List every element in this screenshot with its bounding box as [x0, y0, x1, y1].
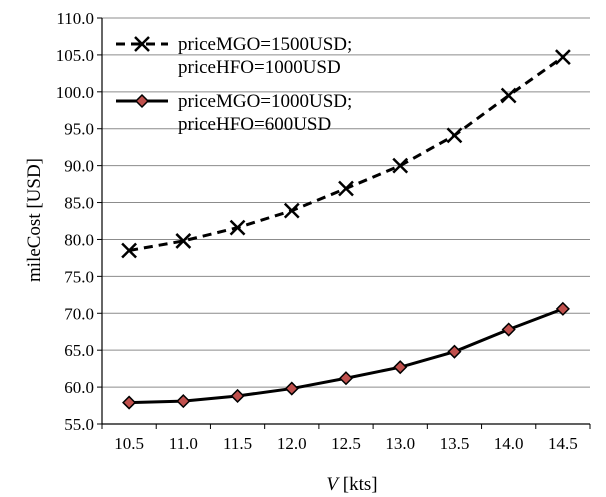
x-axis-unit: [kts]: [338, 474, 378, 495]
data-point: [338, 371, 354, 386]
data-point: [338, 180, 354, 197]
diamond-marker: [284, 381, 299, 396]
data-point: [121, 242, 137, 259]
data-point: [555, 49, 571, 66]
diamond-marker: [122, 395, 137, 410]
data-point: [446, 127, 463, 144]
legend-label-line1: priceMGO=1500USD;: [178, 34, 352, 55]
series-group: [121, 49, 571, 410]
y-tick-label: 90.0: [64, 157, 94, 176]
y-tick-labels: 55.0 60.0 65.0 70.0 75.0 80.0 85.0 90.0 95.0 100.…: [56, 9, 94, 434]
diamond-marker: [555, 301, 570, 316]
x-marker-stroke: [134, 36, 150, 52]
legend-label-line2: priceHFO=600USD: [178, 114, 331, 135]
legend-entry-1: priceMGO=1500USD;priceHFO=1000USD: [116, 34, 352, 78]
y-tick-label: 80.0: [64, 230, 94, 249]
diamond-marker: [393, 360, 408, 375]
grid-lines: [102, 17, 590, 425]
data-point: [501, 322, 516, 337]
data-point: [176, 394, 191, 409]
y-tick-label: 55.0: [64, 415, 94, 434]
y-tick-label: 100.0: [56, 83, 94, 102]
x-marker-stroke: [121, 242, 137, 259]
x-axis-title: V [kts]: [326, 474, 377, 495]
y-axis-title: mileCost [USD]: [24, 158, 45, 282]
data-point: [392, 157, 409, 174]
x-tick-label: 13.0: [385, 434, 415, 453]
x-marker-stroke: [555, 49, 571, 66]
diamond-marker: [501, 322, 516, 337]
x-marker-stroke: [500, 87, 517, 104]
x-tick-label: 12.0: [277, 434, 307, 453]
x-tick-label: 12.5: [331, 434, 361, 453]
x-marker-stroke: [338, 180, 354, 197]
y-tick-label: 75.0: [64, 267, 94, 286]
data-point: [284, 381, 299, 396]
series-line: [129, 307, 564, 405]
x-marker-stroke: [229, 219, 246, 236]
series-line: [128, 55, 564, 253]
legend-label-line1: priceMGO=1000USD;: [178, 91, 352, 112]
x-tick-label: 14.5: [548, 434, 578, 453]
x-marker-stroke: [392, 157, 409, 174]
y-tick-label: 110.0: [56, 9, 94, 28]
y-tick-label: 65.0: [64, 341, 94, 360]
data-point: [393, 360, 408, 375]
legend-entry-2: priceMGO=1000USD;priceHFO=600USD: [116, 91, 352, 135]
x-tick-label: 11.0: [169, 434, 198, 453]
legend: priceMGO=1500USD;priceHFO=1000USDpriceMG…: [116, 34, 352, 135]
x-tick-label: 13.5: [440, 434, 470, 453]
x-marker-stroke: [283, 202, 300, 219]
data-point: [555, 301, 570, 316]
diamond-marker: [230, 388, 245, 404]
x-tick-label: 10.5: [114, 434, 144, 453]
data-point: [283, 202, 300, 219]
diamond-marker: [176, 394, 191, 409]
series-1: [121, 49, 571, 259]
y-tick-label: 95.0: [64, 120, 94, 139]
x-marker-stroke: [446, 127, 463, 144]
data-point: [122, 395, 137, 410]
data-point: [229, 219, 246, 236]
series-2: [122, 301, 570, 410]
data-point: [500, 87, 517, 104]
diamond-marker: [134, 93, 150, 109]
x-tick-label: 11.5: [223, 434, 252, 453]
x-tick-labels: 10.5 11.0 11.5 12.0 12.5 13.0 13.5 14.0 14.5: [114, 434, 578, 453]
diamond-marker: [338, 371, 354, 386]
x-tick-label: 14.0: [494, 434, 524, 453]
data-point: [230, 388, 245, 404]
x-axis-var: V: [326, 474, 340, 495]
data-point: [447, 344, 462, 359]
y-tick-label: 105.0: [56, 46, 94, 65]
data-point: [175, 233, 192, 249]
x-marker-stroke: [175, 233, 192, 249]
y-tick-label: 70.0: [64, 304, 94, 323]
y-tick-label: 85.0: [64, 194, 94, 213]
axes: [97, 17, 591, 429]
y-tick-label: 60.0: [64, 378, 94, 397]
diamond-marker: [447, 344, 462, 359]
legend-label-line2: priceHFO=1000USD: [178, 57, 341, 78]
